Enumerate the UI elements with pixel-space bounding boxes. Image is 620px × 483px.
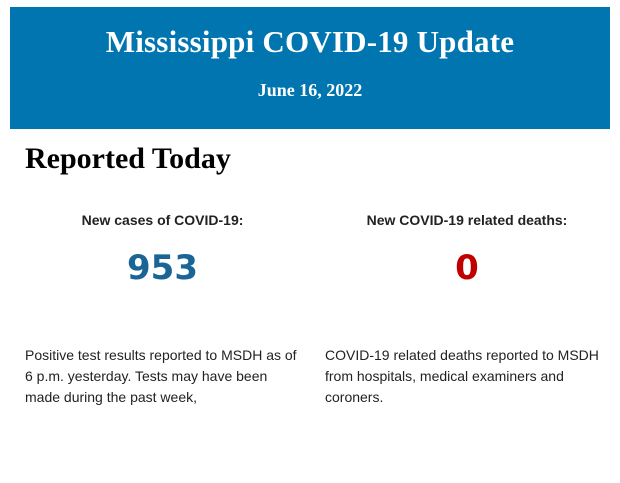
new-deaths-label: New COVID-19 related deaths: (366, 212, 568, 228)
new-cases-panel: New cases of COVID-19: 953 (25, 212, 315, 288)
new-deaths-value: 0 (455, 248, 479, 288)
update-date: June 16, 2022 (257, 80, 363, 100)
new-cases-label: New cases of COVID-19: (81, 212, 244, 228)
section-title: Reported Today (25, 142, 231, 175)
page-title: Mississippi COVID-19 Update (105, 24, 515, 59)
new-deaths-panel: New COVID-19 related deaths: 0 (322, 212, 612, 288)
page-header: Mississippi COVID-19 Update June 16, 202… (10, 7, 610, 129)
new-deaths-description: COVID-19 related deaths reported to MSDH… (325, 347, 599, 405)
new-cases-value: 953 (127, 248, 198, 288)
new-cases-description: Positive test results reported to MSDH a… (25, 347, 297, 405)
